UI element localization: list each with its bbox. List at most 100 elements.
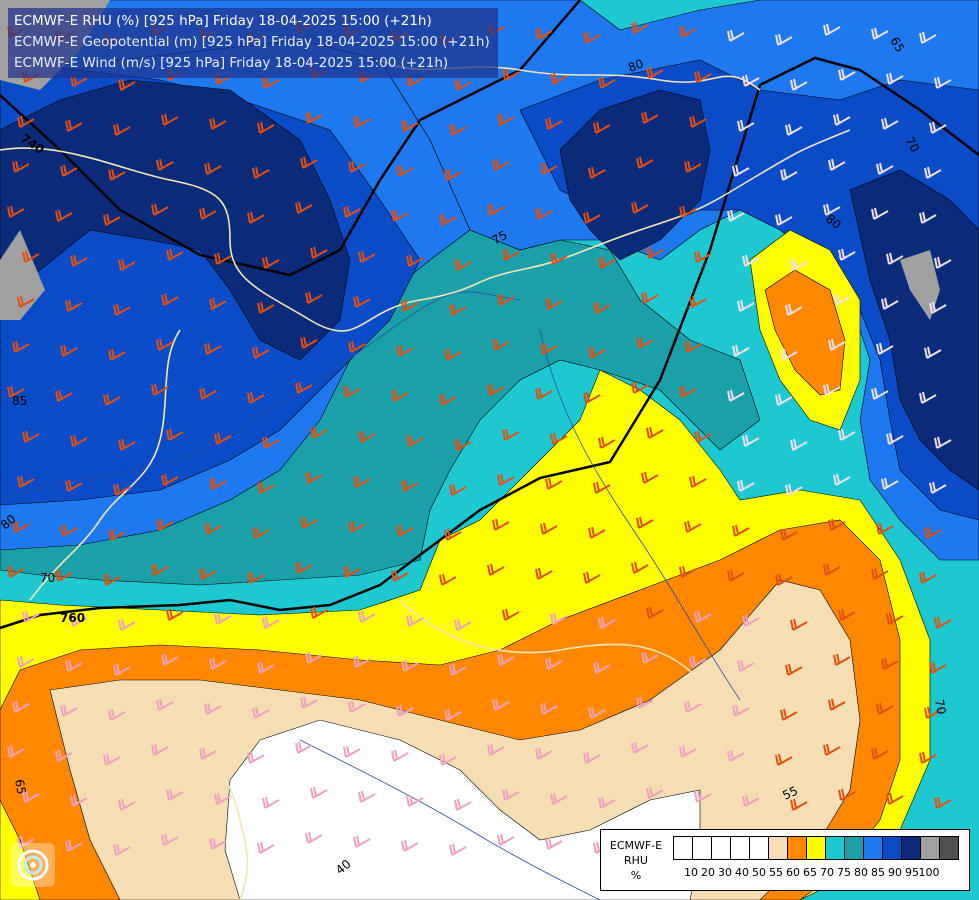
wind-barb <box>924 166 942 179</box>
wind-barb <box>828 518 846 531</box>
rhu-50-area <box>224 719 701 900</box>
wind-barb <box>156 698 174 711</box>
wind-barb <box>838 788 856 801</box>
legend-title-unit: % <box>630 869 642 882</box>
wind-barb <box>257 121 275 134</box>
wind-barb <box>439 573 457 586</box>
wind-barb <box>679 565 697 578</box>
wind-barb <box>881 657 899 670</box>
wind-barb <box>310 786 328 799</box>
river-line <box>539 329 741 701</box>
wind-barb <box>166 428 184 441</box>
color-legend: ECMWF-E RHU % 10 20 30 40 50 55 60 65 70 75 80 85 90… <box>600 829 970 891</box>
wind-barb <box>113 123 131 136</box>
wind-barb <box>118 258 136 271</box>
wind-barb <box>631 381 649 394</box>
wind-barb <box>22 790 40 803</box>
wind-barb <box>780 168 798 181</box>
wind-barb <box>454 438 472 451</box>
wind-barb <box>583 391 601 404</box>
wind-barb <box>737 299 755 312</box>
wind-barb <box>449 123 467 136</box>
legend-tick-label: 70 <box>820 866 834 879</box>
wind-barb <box>454 258 472 271</box>
legend-swatch <box>768 836 788 860</box>
wind-barb <box>103 573 121 586</box>
wind-barb <box>17 835 35 848</box>
wind-barb <box>886 432 904 445</box>
wind-barb <box>70 254 88 267</box>
wind-barb <box>497 653 515 666</box>
wind-barb <box>886 72 904 85</box>
wind-barb <box>684 520 702 533</box>
wind-barb <box>823 23 841 36</box>
wind-barb <box>727 569 745 582</box>
wind-barb <box>790 258 808 271</box>
legend-title-variable: RHU <box>624 854 648 867</box>
wind-barb <box>684 340 702 353</box>
wind-barb <box>780 348 798 361</box>
wind-barb <box>737 119 755 132</box>
wind-barb <box>636 696 654 709</box>
legend-swatches <box>673 836 959 860</box>
geopotential-isoline-760 <box>0 56 979 630</box>
wind-barb <box>60 344 78 357</box>
wind-barb <box>535 747 553 760</box>
wind-barb <box>310 426 328 439</box>
wind-barb <box>103 213 121 226</box>
legend-swatch <box>920 836 940 860</box>
wind-barb <box>694 790 712 803</box>
wind-barb <box>694 70 712 83</box>
wind-barb <box>204 162 222 175</box>
wind-barb <box>487 743 505 756</box>
wind-barb <box>257 301 275 314</box>
wind-barb <box>646 66 664 79</box>
wind-barb <box>881 477 899 490</box>
wind-barb <box>12 160 30 173</box>
wind-barb <box>305 471 323 484</box>
wind-barb <box>871 207 889 220</box>
rhu-label: 70 <box>902 135 922 155</box>
wind-barb <box>55 569 73 582</box>
wind-barb <box>732 524 750 537</box>
wind-barb <box>166 608 184 621</box>
rhu-90-area-east <box>849 169 979 491</box>
wind-barb <box>151 203 169 216</box>
wind-barb <box>118 618 136 631</box>
wind-barb <box>406 794 424 807</box>
wind-barb <box>785 303 803 316</box>
legend-swatch <box>711 836 731 860</box>
wind-barb <box>262 256 280 269</box>
wind-barb <box>775 753 793 766</box>
legend-tick-label: 40 <box>735 866 749 879</box>
header-rhu-title: ECMWF-E RHU (%) [925 hPa] Friday 18-04-2… <box>14 13 432 29</box>
wind-barb <box>454 798 472 811</box>
wind-barb <box>252 166 270 179</box>
wind-barb <box>583 31 601 44</box>
wind-barb <box>406 254 424 267</box>
wind-barb <box>439 393 457 406</box>
wind-barb <box>934 616 952 629</box>
legend-tick-label: 20 <box>701 866 715 879</box>
wind-barb <box>396 524 414 537</box>
wind-barb <box>151 743 169 756</box>
wind-barb <box>540 702 558 715</box>
wind-barb <box>348 700 366 713</box>
wind-barb <box>113 483 131 496</box>
wind-barb <box>22 250 40 263</box>
wind-barb <box>300 336 318 349</box>
wind-barb <box>646 786 664 799</box>
geopotential-isoline-740 <box>0 0 581 277</box>
wind-barb <box>55 209 73 222</box>
wind-barb <box>444 348 462 361</box>
wind-barb <box>631 741 649 754</box>
wind-barb <box>17 655 35 668</box>
logo-icon <box>17 849 49 881</box>
wind-barb <box>502 68 520 81</box>
wind-barb <box>209 657 227 670</box>
wind-barb <box>775 573 793 586</box>
rhu-95-area-e <box>900 250 940 320</box>
wind-barb <box>823 383 841 396</box>
wind-barb <box>214 612 232 625</box>
